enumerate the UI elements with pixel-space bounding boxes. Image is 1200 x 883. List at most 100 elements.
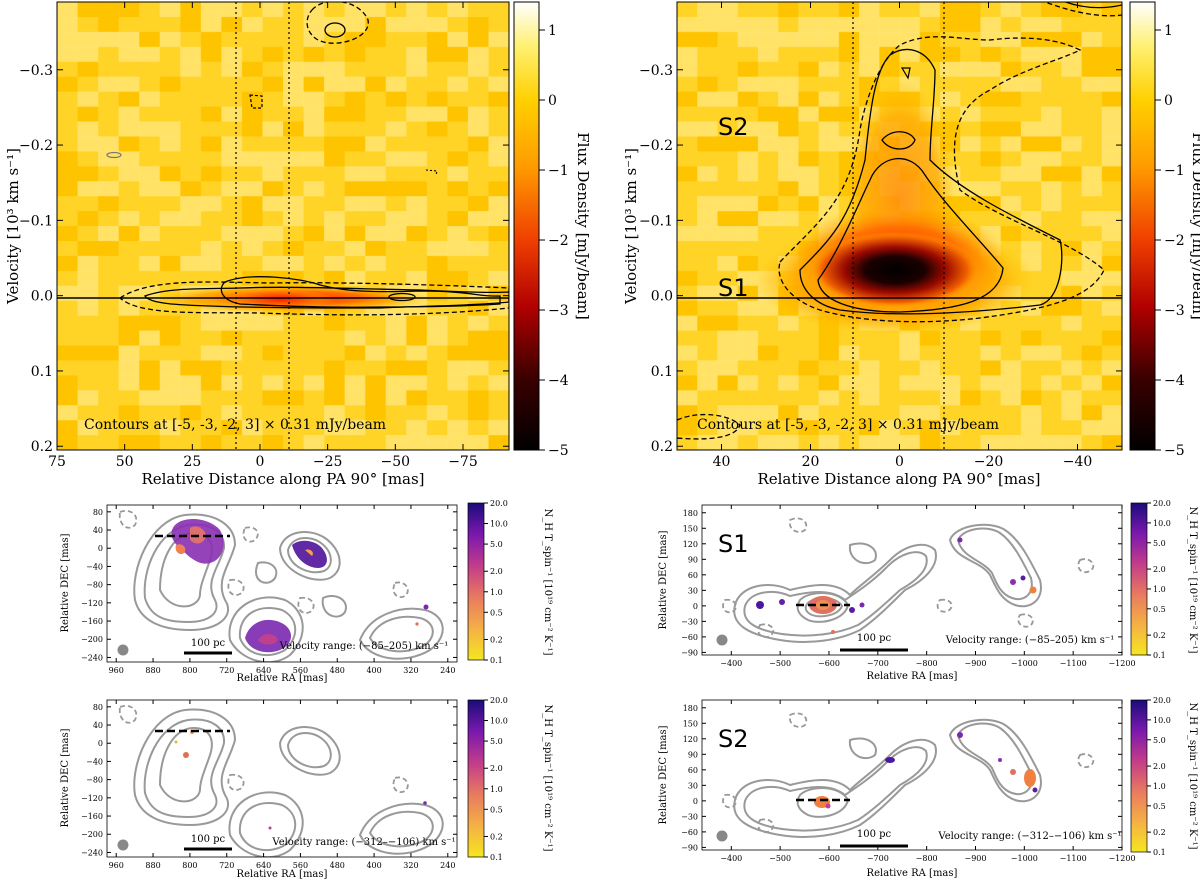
heatmap-cell <box>818 121 840 137</box>
heatmap-cell <box>818 31 840 48</box>
heatmap-cell <box>1041 345 1062 361</box>
heatmap-cell <box>283 405 305 421</box>
heatmap-cell <box>467 360 490 376</box>
heatmap-cell <box>1061 300 1083 317</box>
heatmap-cell <box>118 360 140 376</box>
heatmap-cell <box>1000 31 1022 48</box>
heatmap-cell <box>1000 345 1022 361</box>
heatmap-cell <box>737 420 759 436</box>
map-left-top-xtick-label: 640 <box>256 666 271 675</box>
heatmap-cell <box>488 226 509 242</box>
heatmap-cell <box>1081 330 1103 347</box>
heatmap-cell <box>818 151 840 167</box>
heatmap-cell <box>1061 435 1083 450</box>
heatmap-cell <box>467 420 490 436</box>
heatmap-cell <box>798 211 820 227</box>
heatmap-cell <box>488 106 509 123</box>
heatmap-cell <box>303 61 325 78</box>
map-right-top-xtick-label: −500 <box>769 659 791 668</box>
heatmap-cell <box>200 420 222 436</box>
heatmap-cell <box>778 345 799 361</box>
heatmap-cell <box>697 136 719 152</box>
heatmap-cell <box>180 61 202 78</box>
heatmap-cell <box>838 46 860 63</box>
heatmap-cell <box>737 405 759 421</box>
heatmap-cell <box>1101 106 1122 123</box>
heatmap-cell <box>467 375 490 391</box>
heatmap-cell <box>303 46 325 63</box>
heatmap-cell <box>859 435 880 450</box>
heatmap-cell <box>180 196 202 212</box>
heatmap-cell <box>697 91 719 108</box>
map-right-top-scalebar-label: 100 pc <box>857 633 892 644</box>
heatmap-cell <box>818 166 840 182</box>
heatmap-cell <box>303 181 325 197</box>
map-right-bottom-xtick-label: −1200 <box>1108 854 1135 863</box>
heatmap-cell <box>159 91 181 108</box>
heatmap-cell <box>221 46 243 63</box>
heatmap-cell <box>1020 390 1042 406</box>
heatmap-cell <box>385 270 407 287</box>
heatmap-cell <box>385 76 407 93</box>
map-left-top-panel: 100 pc Velocity range: (−85–205) km s⁻¹ … <box>60 499 553 684</box>
heatmap-cell <box>262 46 284 63</box>
heatmap-cell <box>426 106 448 123</box>
heatmap-cell <box>798 91 820 108</box>
heatmap-cell <box>241 31 264 48</box>
map-right-top-contours <box>733 523 1042 643</box>
heatmap-cell <box>241 360 264 376</box>
heatmap-cell <box>57 420 79 436</box>
heatmap-cell <box>324 420 346 436</box>
map-right-top-velocity: Velocity range: (−85–205) km s⁻¹ <box>945 635 1114 646</box>
heatmap-cell <box>467 31 490 48</box>
heatmap-cell <box>159 315 181 332</box>
heatmap-cell <box>798 16 820 33</box>
heatmap-cell <box>1061 255 1083 272</box>
map-right-bottom-panel: S2 100 pc Velocity range: (−312–−106) km… <box>658 696 1198 879</box>
heatmap-cell <box>919 46 941 63</box>
heatmap-cell <box>139 375 161 391</box>
heatmap-cell <box>1020 136 1042 152</box>
heatmap-cell <box>717 196 739 212</box>
heatmap-cell <box>899 420 921 436</box>
heatmap-cell <box>467 91 490 108</box>
heatmap-cell <box>159 390 181 406</box>
heatmap-cell <box>859 61 880 78</box>
heatmap-cell <box>57 240 79 257</box>
heatmap-cell <box>57 31 79 48</box>
heatmap-cell <box>365 255 387 272</box>
map-right-bottom-frame <box>701 699 1123 851</box>
heatmap-cell <box>1101 76 1122 93</box>
heatmap-cell <box>426 46 448 63</box>
heatmap-cell <box>57 330 79 347</box>
map-right-bottom-label: S2 <box>718 725 749 753</box>
heatmap-cell <box>838 16 860 33</box>
heatmap-cell <box>241 255 264 272</box>
heatmap-cell <box>939 61 961 78</box>
heatmap-cell <box>406 375 428 391</box>
heatmap-cell <box>697 31 719 48</box>
heatmap-cell <box>1101 420 1122 436</box>
pv-right-contour-bottom-dashed <box>677 413 741 440</box>
heatmap-cell <box>385 255 407 272</box>
map-right-top-xtick-label: −900 <box>964 659 986 668</box>
heatmap-cell <box>77 285 99 302</box>
colorbar-tick-label: 5.0 <box>490 737 503 746</box>
heatmap-cell <box>221 196 243 212</box>
colorbar-tick-label: 0.2 <box>1153 631 1166 640</box>
heatmap-cell <box>798 181 820 197</box>
heatmap-cell <box>262 390 284 406</box>
heatmap-cell <box>798 166 820 182</box>
heatmap-cell <box>241 345 264 361</box>
heatmap-cell <box>1061 345 1083 361</box>
heatmap-cell <box>57 270 79 287</box>
heatmap-cell <box>180 375 202 391</box>
heatmap-cell <box>159 46 181 63</box>
heatmap-cell <box>1061 330 1083 347</box>
map-right-top-colorbar-ticks: 20.0 10.0 5.0 2.0 1.0 0.5 0.2 0.1 <box>1147 499 1171 660</box>
heatmap-cell <box>283 166 305 182</box>
colorbar-tick-label: −1 <box>548 163 569 179</box>
heatmap-cell <box>98 31 120 48</box>
heatmap-cell <box>221 255 243 272</box>
heatmap-cell <box>697 121 719 137</box>
